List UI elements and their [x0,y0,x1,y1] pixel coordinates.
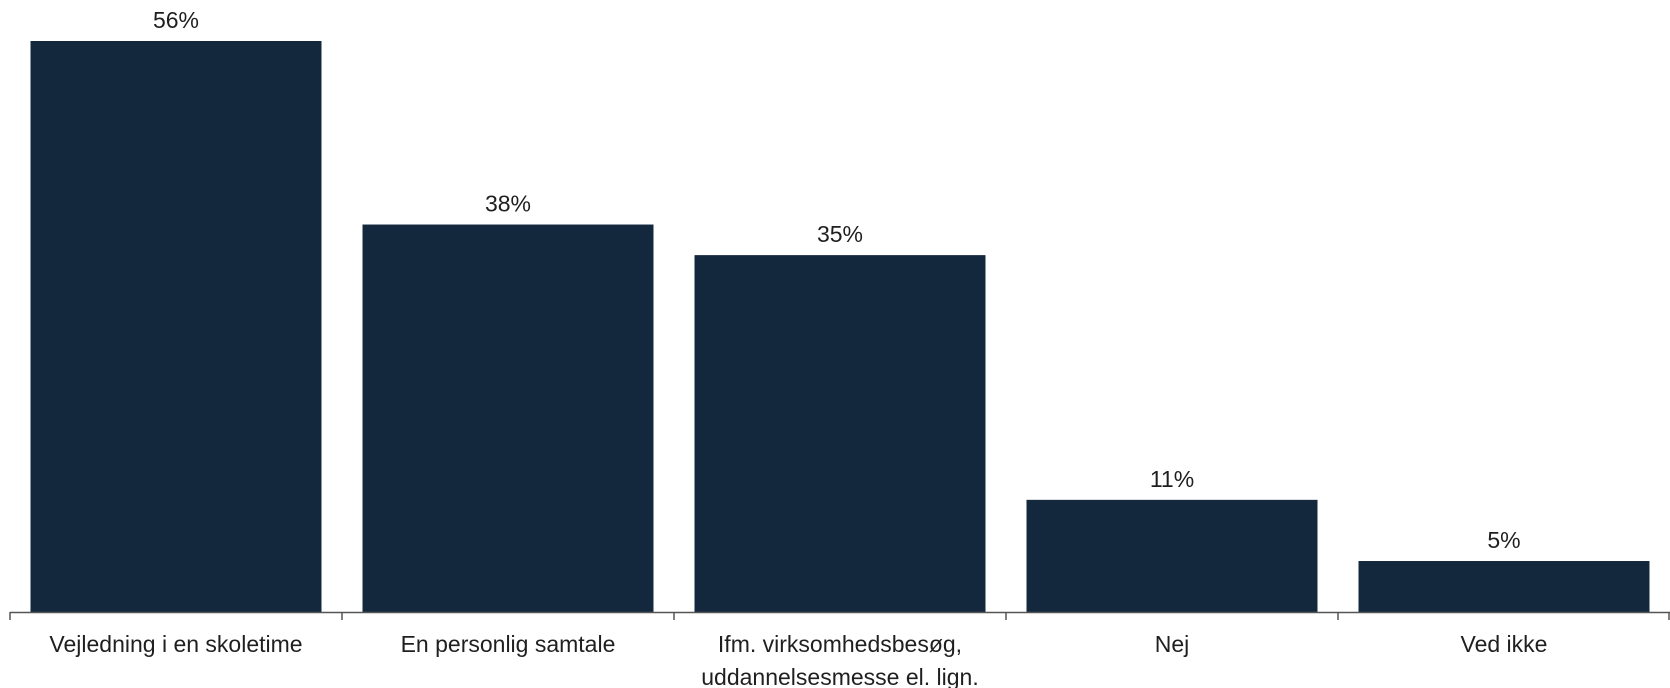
value-label-5: 5% [1487,527,1520,553]
value-labels-group: 56% 38% 35% 11% 5% [153,7,1521,553]
bar-3 [694,255,986,612]
value-label-4: 11% [1150,466,1194,492]
category-label-3-line-2: uddannelsesmesse el. lign. [701,664,978,688]
bar-1 [30,41,322,612]
category-label-1: Vejledning i en skoletime [49,631,302,657]
bar-4 [1026,499,1318,612]
bar-5 [1358,561,1650,612]
category-label-5: Ved ikke [1461,631,1548,657]
bars-group [30,41,1650,613]
value-label-1: 56% [153,7,199,33]
value-label-3: 35% [817,221,863,247]
category-label-3-line-1: Ifm. virksomhedsbesøg, [718,631,962,657]
category-labels-group: Vejledning i en skoletime En personlig sa… [49,631,1547,688]
category-label-4: Nej [1155,631,1190,657]
category-label-2: En personlig samtale [401,631,616,657]
x-axis [9,611,1670,620]
bar-2 [362,224,654,613]
value-label-2: 38% [485,191,531,217]
